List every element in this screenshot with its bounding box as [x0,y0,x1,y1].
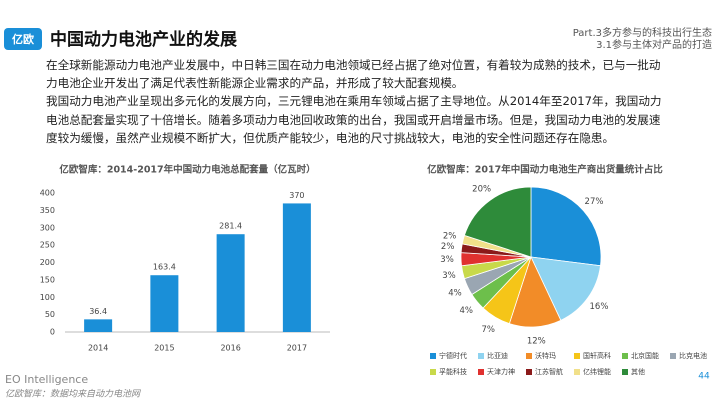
section-label: 3.1参与主体对产品的打造 [596,38,712,51]
y-tick-label: 0 [50,328,55,337]
slice-label: 2% [443,232,457,242]
footer-source: 亿欧智库：数据均来自动力电池网 [5,389,141,400]
slice-label: 3% [440,255,454,265]
legend-label: 江苏智航 [535,367,563,376]
legend-label: 孚能科技 [439,367,467,376]
slice-label: 12% [527,336,546,346]
legend-label: 比亚迪 [487,351,508,360]
body-text: 在全球新能源动力电池产业发展中，中日韩三国在动力电池领域已经占据了绝对位置，有着… [46,56,672,147]
y-tick-label: 150 [40,275,55,284]
data-label: 163.4 [153,263,176,272]
legend-label: 天津力神 [487,367,515,376]
bar [282,203,311,332]
data-label: 281.4 [219,222,242,231]
pie-slice [530,186,602,267]
legend-label: 其他 [631,367,645,376]
y-tick-label: 300 [40,223,55,232]
bar [216,234,245,332]
data-label: 370 [289,191,304,200]
chart-title: 亿欧智库：2014-2017年中国动力电池总配套量（亿瓦时） [59,164,315,176]
paragraph: 在全球新能源动力电池产业发展中，中日韩三国在动力电池领域已经占据了绝对位置，有着… [46,58,661,91]
pie-slice [530,256,601,321]
legend-swatch [622,353,628,359]
legend-swatch [670,353,676,359]
bar [150,275,179,332]
x-tick-label: 2014 [88,344,108,353]
legend-swatch [478,369,484,375]
slice-label: 4% [460,306,474,316]
legend-swatch [622,369,628,375]
logo: 亿欧 [12,32,34,46]
data-label: 36.4 [89,307,107,316]
y-tick-label: 100 [40,293,55,302]
slice-label: 27% [585,197,604,207]
slide-title: 中国动力电池产业的发展 [50,29,237,50]
slice-label: 2% [441,242,455,252]
logo-box [4,28,42,50]
y-tick-label: 400 [40,189,55,198]
legend-swatch [430,369,436,375]
legend-swatch [526,369,532,375]
legend-swatch [574,369,580,375]
legend-label: 北京国能 [631,351,659,360]
x-tick-label: 2017 [287,344,307,353]
legend-label: 宁德时代 [439,351,467,360]
legend-label: 国轩高科 [583,351,611,360]
pie-slice [463,186,532,258]
legend-label: 沃特玛 [535,351,556,360]
chart-title: 亿欧智库：2017年中国动力电池生产商出货量统计占比 [427,164,663,176]
page-number: 44 [698,372,710,382]
legend-label: 比克电池 [679,351,707,360]
x-tick-label: 2015 [154,344,174,353]
paragraph: 我国动力电池产业呈现出多元化的发展方向，三元锂电池在乘用车领域占据了主导地位。从… [46,94,662,145]
slice-label: 7% [481,325,495,335]
y-tick-label: 200 [40,258,55,267]
y-tick-label: 50 [45,310,55,319]
legend-label: 亿纬锂能 [583,367,611,376]
legend-swatch [526,353,532,359]
slice-label: 3% [442,271,456,281]
x-tick-label: 2016 [220,344,240,353]
legend-swatch [478,353,484,359]
legend-swatch [430,353,436,359]
footer-brand: EO Intelligence [5,373,88,386]
slice-label: 4% [448,288,462,298]
y-tick-label: 350 [40,206,55,215]
legend-swatch [574,353,580,359]
slice-label: 16% [590,302,609,312]
y-tick-label: 250 [40,241,55,250]
slice-label: 20% [472,185,491,195]
bar [84,319,113,332]
part-label: Part.3多方参与的科技出行生态 [573,26,712,39]
